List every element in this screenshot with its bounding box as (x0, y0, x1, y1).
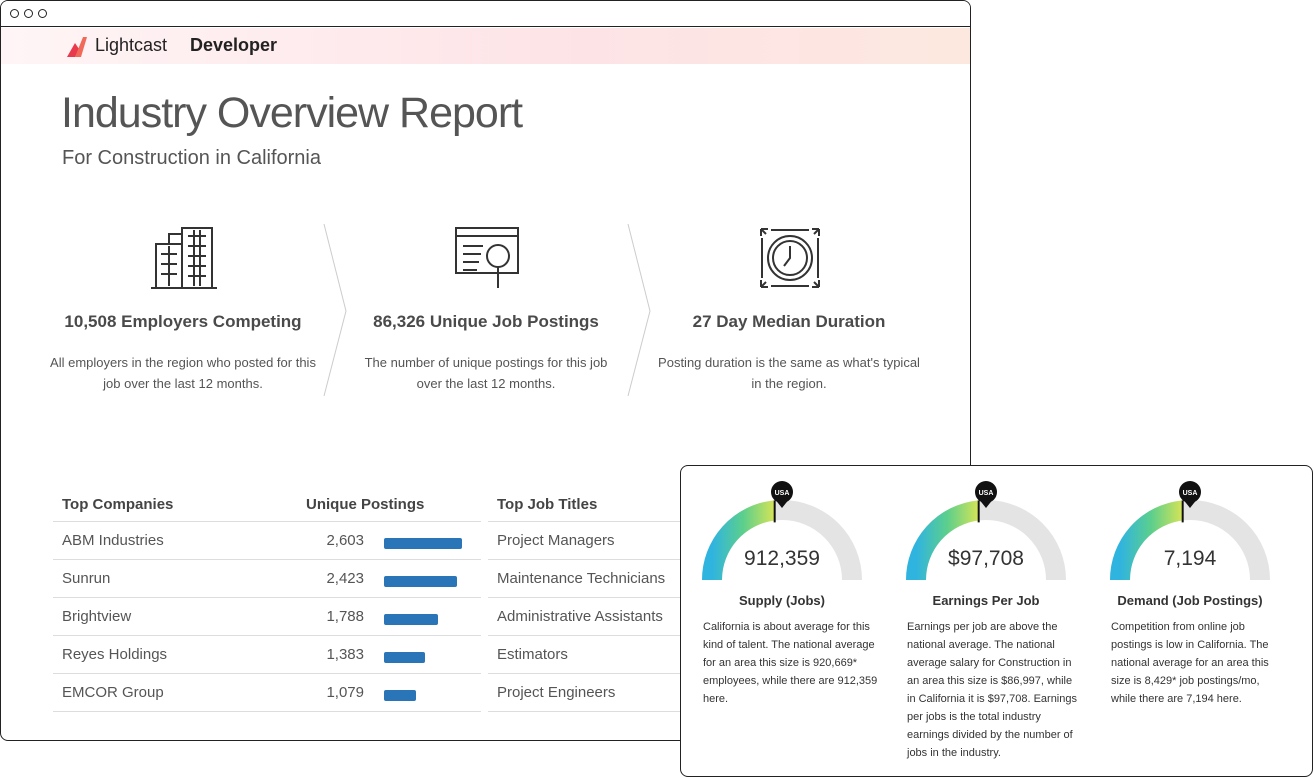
usa-pin (975, 481, 997, 503)
stat-block: 27 Day Median Duration Posting duration i… (644, 312, 934, 394)
row-divider (53, 521, 481, 522)
window-dot[interactable] (38, 9, 47, 18)
report-title: Industry Overview Report (61, 89, 523, 137)
posting-bar (384, 652, 426, 663)
posting-count: 1,079 (326, 684, 364, 701)
window-dot[interactable] (10, 9, 19, 18)
company-name: Sunrun (62, 570, 111, 587)
stat-block: 86,326 Unique Job Postings The number of … (341, 312, 631, 394)
usa-marker: USA (1183, 490, 1198, 497)
title-bar (1, 1, 970, 27)
gauge: USA (1110, 481, 1270, 581)
stat-block: 10,508 Employers Competing All employers … (38, 312, 328, 394)
gauge-label: Supply (Jobs) (739, 593, 825, 608)
company-name: ABM Industries (62, 532, 164, 549)
stat-graphics (151, 223, 820, 397)
usa-pin (771, 481, 793, 503)
report-subtitle: For Construction in California (62, 147, 321, 169)
gauge-description: California is about average for this kin… (703, 621, 878, 705)
stat-description: Posting duration is the same as what's t… (658, 355, 920, 391)
usa-marker: USA (979, 490, 994, 497)
stat-description: The number of unique postings for this j… (364, 355, 608, 391)
posting-count: 1,788 (326, 608, 364, 625)
product[interactable]: Developer (190, 35, 278, 55)
stat-headline: 27 Day Median Duration (692, 312, 886, 331)
posting-count: 2,423 (326, 570, 364, 587)
gauge-label: Demand (Job Postings) (1117, 593, 1263, 608)
column-header: Unique Postings (306, 496, 425, 513)
row-divider (53, 559, 481, 560)
gauge-description: Earnings per job are above the national … (907, 621, 1077, 759)
gauge: USA (906, 481, 1066, 581)
column-header: Top Job Titles (497, 496, 598, 513)
posting-bar (384, 538, 462, 549)
row-divider (53, 597, 481, 598)
postings-icon (455, 227, 519, 288)
gauge: USA (702, 481, 862, 581)
brand[interactable]: Lightcast (95, 35, 168, 55)
row-divider (53, 635, 481, 636)
benchmark-card: USA 912,359 Supply (Jobs) California is abo… (680, 465, 1313, 777)
building-icon (151, 227, 217, 289)
gauge-fill (1110, 500, 1185, 581)
duration-icon (760, 228, 820, 288)
gauge-value: 7,194 (1163, 547, 1217, 570)
job-title: Administrative Assistants (497, 608, 663, 625)
stat-headline: 86,326 Unique Job Postings (373, 312, 599, 331)
logo-icon (67, 37, 87, 57)
job-title: Maintenance Technicians (497, 570, 666, 587)
posting-bar (384, 576, 457, 587)
usa-marker: USA (775, 490, 790, 497)
gauge-fill (906, 500, 981, 581)
posting-count: 2,603 (326, 532, 364, 549)
row-divider (53, 673, 481, 674)
gauge-fill (702, 500, 777, 581)
gauge-value: $97,708 (948, 547, 1024, 570)
posting-count: 1,383 (326, 646, 364, 663)
job-title: Project Engineers (497, 684, 616, 701)
column-header: Top Companies (62, 496, 174, 513)
gauge-value: 912,359 (744, 547, 820, 570)
posting-bar (384, 614, 438, 625)
stat-headline: 10,508 Employers Competing (64, 312, 302, 331)
browser-window: Lightcast Developer Industry Overview Re… (0, 0, 971, 741)
window-dot[interactable] (24, 9, 33, 18)
site-header: Lightcast Developer (1, 28, 970, 64)
stat-description: All employers in the region who posted f… (50, 355, 316, 391)
gauge-label: Earnings Per Job (932, 593, 1040, 608)
row-divider (53, 711, 481, 712)
gauge-description: Competition from online job postings is … (1111, 621, 1269, 705)
company-name: Reyes Holdings (62, 646, 168, 663)
usa-pin (1179, 481, 1201, 503)
company-name: Brightview (62, 608, 132, 625)
company-name: EMCOR Group (62, 684, 164, 701)
job-title: Estimators (497, 646, 568, 663)
job-title: Project Managers (497, 532, 615, 549)
posting-bar (384, 690, 417, 701)
